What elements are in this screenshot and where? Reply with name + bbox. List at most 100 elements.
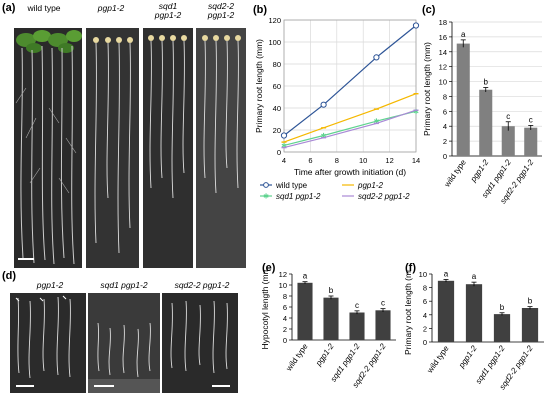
- y-tick-label: 10: [279, 281, 287, 290]
- y-tick-label: 2: [283, 325, 287, 334]
- y-tick-label: 0: [277, 148, 281, 157]
- sig-letter-3: b: [528, 297, 533, 306]
- bar-3: [521, 308, 539, 342]
- panel-e-letter: (e): [262, 262, 276, 274]
- y-tick-label: 10: [439, 78, 447, 87]
- series-point-0: [280, 132, 288, 139]
- y-tick-label: 6: [283, 303, 287, 312]
- series-line-1: [283, 93, 417, 143]
- y-tick-label: 8: [423, 284, 427, 293]
- y-tick-label: 10: [419, 270, 427, 279]
- sig-letter-0: a: [444, 270, 449, 278]
- category-label-1: pgp1-2: [468, 158, 491, 185]
- legend-label-3: sqd2-2 pgp1-2: [358, 192, 410, 201]
- bar-0: [437, 280, 455, 342]
- y-tick-label: 8: [443, 92, 447, 101]
- y-tick-label: 12: [439, 63, 447, 72]
- y-tick-label: 2: [443, 137, 447, 146]
- photo-pgp1-2: [86, 28, 139, 268]
- photo-sqd2-2-pgp1-2-drawing: [202, 35, 241, 194]
- photo-d-label-2: sqd1 pgp1-2: [100, 280, 148, 290]
- category-label-0: wild type: [284, 342, 310, 374]
- x-tick-label: 12: [385, 156, 393, 165]
- photo-d-pgp1-2: [10, 293, 86, 393]
- y-tick-label: 12: [279, 270, 287, 279]
- y-tick-label: 14: [439, 48, 447, 57]
- y-tick-label: 40: [273, 104, 281, 113]
- photo-d-label-1: pgp1-2: [36, 280, 64, 290]
- sig-letter-2: b: [500, 303, 505, 312]
- photo-d-sqd2-2-pgp1-2: [162, 293, 238, 393]
- y-tick-label: 8: [283, 292, 287, 301]
- photo-d-label-3: sqd2-2 pgp1-2: [174, 280, 230, 290]
- series-line-0: [283, 25, 417, 136]
- photo-a-label-1: wild type: [27, 3, 61, 13]
- x-tick-label: 4: [282, 156, 286, 165]
- category-label-0: wild type: [442, 158, 468, 190]
- category-label-0: wild type: [425, 344, 451, 376]
- sig-letter-1: b: [329, 286, 334, 295]
- y-axis-title: Primary root length (mm): [254, 39, 264, 133]
- panel-a-letter: (a): [2, 2, 16, 14]
- y-axis-title: Hypocotyl length (mm): [260, 270, 270, 350]
- photo-wild-type-drawing: [15, 30, 82, 265]
- y-tick-label: 20: [273, 126, 281, 135]
- y-tick-label: 18: [439, 18, 447, 27]
- panel-b-letter: (b): [253, 4, 268, 16]
- legend-label-1: pgp1-2: [357, 181, 383, 190]
- series-point-2: ✱: [413, 108, 419, 116]
- x-tick-label: 10: [359, 156, 367, 165]
- bar-1: [465, 284, 483, 342]
- series-point-0: [412, 22, 420, 29]
- photo-sqd2-2-pgp1-2: [196, 28, 246, 268]
- y-tick-label: 120: [268, 16, 281, 25]
- y-axis-title: Primary root length (mm): [403, 270, 413, 355]
- x-tick-label: 14: [412, 156, 420, 165]
- photo-d-sqd2-2-pgp1-2-drawing: [170, 300, 230, 387]
- y-tick-label: 60: [273, 82, 281, 91]
- photo-a-label-4: sqd2-2 pgp1-2: [207, 1, 235, 20]
- y-tick-label: 0: [443, 152, 447, 161]
- photo-d-sqd1-pgp1-2-drawing: [88, 322, 160, 393]
- bar-3: [524, 127, 538, 156]
- series-point-0: [320, 101, 327, 108]
- y-tick-label: 100: [268, 38, 281, 47]
- x-tick-label: 8: [335, 156, 339, 165]
- y-tick-label: 2: [423, 324, 427, 333]
- bar-0: [456, 43, 470, 156]
- bar-2: [349, 312, 365, 340]
- bar-2: [501, 126, 515, 156]
- sig-letter-3: c: [381, 299, 385, 308]
- y-tick-label: 0: [283, 336, 287, 345]
- photo-a-label-3: sqd1 pgp1-2: [154, 1, 182, 20]
- photo-a-label-2: pgp1-2: [97, 3, 125, 13]
- y-tick-label: 6: [443, 107, 447, 116]
- legend-label-2: sqd1 pgp1-2: [276, 192, 321, 201]
- bar-0: [297, 282, 313, 340]
- bar-1: [323, 297, 339, 340]
- legend-label-0: wild type: [275, 181, 308, 190]
- photo-d-sqd1-pgp1-2: [88, 293, 160, 393]
- sig-letter-0: a: [303, 272, 308, 281]
- x-axis-title: Time after growth initiation (d): [294, 167, 406, 177]
- y-tick-label: 4: [283, 314, 287, 323]
- photo-sqd1-pgp1-2-drawing: [148, 35, 187, 199]
- y-tick-label: 4: [423, 311, 427, 320]
- category-label-1: pgp1-2: [456, 344, 479, 371]
- panel-c-letter: (c): [422, 4, 436, 16]
- y-tick-label: 16: [439, 33, 447, 42]
- photo-pgp1-2-drawing: [93, 37, 133, 254]
- x-tick-label: 6: [308, 156, 312, 165]
- legend-marker-0: [263, 182, 269, 188]
- sig-letter-0: a: [461, 30, 466, 39]
- chart-c: 0 2 4 6 8 10 12 14 16 18 Primary root length (mm) a…: [422, 18, 542, 204]
- sig-letter-2: c: [506, 112, 510, 121]
- bar-3: [375, 310, 391, 340]
- chart-f: 0 2 4 6 8 10 Primary root length (mm) a wild typ…: [403, 270, 544, 391]
- series-point-2: ✱: [321, 132, 327, 140]
- panel-f-letter: (f): [405, 262, 416, 274]
- photo-wild-type: [14, 28, 82, 268]
- sig-letter-1: a: [472, 272, 477, 281]
- series-point-2: ✱: [281, 142, 287, 150]
- photo-d-pgp1-2-drawing: [15, 295, 71, 387]
